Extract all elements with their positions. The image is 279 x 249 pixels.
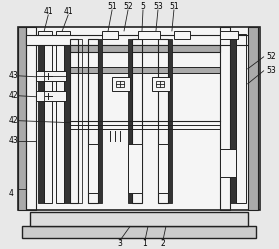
Text: 51: 51 (169, 2, 179, 11)
Text: 4: 4 (8, 189, 13, 198)
Bar (70, 39, 78, 203)
Bar (220, 27, 230, 210)
Bar (248, 27, 258, 210)
Text: 2: 2 (160, 239, 165, 248)
Text: 42: 42 (8, 91, 18, 100)
Bar (22, 226, 256, 238)
Bar (36, 71, 66, 81)
Bar (158, 39, 168, 203)
Text: 41: 41 (63, 7, 73, 16)
Bar (88, 39, 98, 203)
Bar (174, 31, 190, 39)
Bar (168, 39, 172, 203)
Bar (156, 81, 164, 87)
Bar (128, 39, 132, 203)
Text: 42: 42 (8, 116, 18, 125)
Bar (78, 39, 82, 203)
Text: 5: 5 (141, 2, 145, 11)
Text: 53: 53 (267, 66, 276, 75)
Bar (236, 34, 246, 203)
Text: 41: 41 (44, 7, 53, 16)
Text: 43: 43 (8, 71, 18, 80)
Bar (70, 45, 220, 52)
Bar (56, 31, 70, 39)
Bar (158, 144, 168, 193)
Bar (38, 31, 52, 39)
Bar (26, 27, 36, 210)
Bar (152, 77, 170, 91)
Bar (220, 149, 236, 177)
Text: 51: 51 (107, 2, 117, 11)
Bar (26, 35, 252, 45)
Bar (38, 34, 44, 203)
Bar (30, 212, 248, 226)
Text: 52: 52 (267, 52, 276, 61)
Bar (64, 34, 70, 203)
Bar (36, 91, 66, 101)
Bar (18, 27, 260, 210)
Bar (70, 67, 220, 73)
Bar (98, 39, 102, 203)
Bar (102, 31, 118, 39)
Text: 1: 1 (143, 239, 147, 248)
Bar (138, 31, 160, 39)
Text: 3: 3 (118, 239, 122, 248)
Bar (112, 77, 130, 91)
Bar (220, 31, 238, 39)
Bar (132, 39, 142, 203)
Text: 52: 52 (123, 2, 133, 11)
Bar (230, 34, 236, 203)
Bar (56, 34, 64, 203)
Text: 43: 43 (8, 136, 18, 145)
Bar (44, 34, 52, 203)
Bar (116, 81, 124, 87)
Bar (88, 144, 98, 193)
Text: 53: 53 (153, 2, 163, 11)
Bar (128, 144, 142, 193)
Bar (18, 27, 26, 210)
